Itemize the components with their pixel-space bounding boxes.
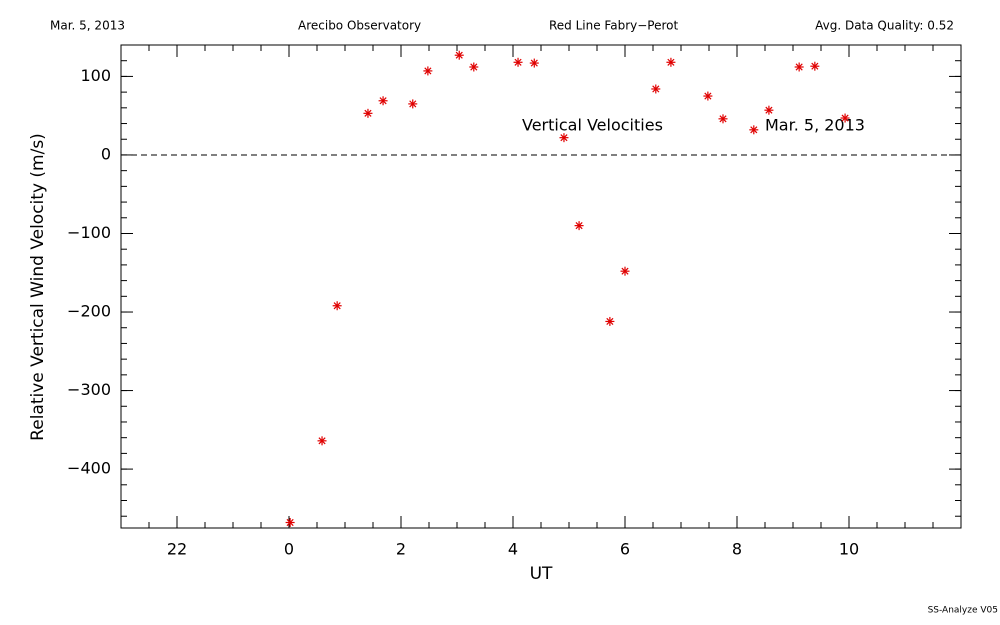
data-point bbox=[620, 266, 630, 276]
y-tick-label: −400 bbox=[67, 459, 111, 478]
x-tick-label: 4 bbox=[508, 540, 518, 559]
asterisk-stroke bbox=[841, 114, 849, 122]
asterisk-stroke bbox=[286, 518, 294, 527]
asterisk-stroke bbox=[560, 134, 568, 142]
y-axis-label: Relative Vertical Wind Velocity (m/s) bbox=[28, 133, 48, 441]
data-point bbox=[559, 133, 569, 143]
data-point bbox=[605, 316, 615, 326]
asterisk-stroke bbox=[455, 51, 463, 59]
y-tick-label: −200 bbox=[67, 302, 111, 321]
asterisk-stroke bbox=[667, 58, 675, 66]
x-tick-label: 2 bbox=[396, 540, 406, 559]
data-point bbox=[363, 108, 373, 118]
asterisk-stroke bbox=[621, 267, 629, 275]
data-point bbox=[703, 91, 713, 101]
x-tick-label: 8 bbox=[732, 540, 742, 559]
x-tick-label: 0 bbox=[284, 540, 294, 559]
data-point bbox=[469, 62, 479, 72]
annotation: Mar. 5, 2013 bbox=[765, 116, 865, 135]
asterisk-stroke bbox=[811, 62, 819, 70]
x-tick-label: 6 bbox=[620, 540, 630, 559]
data-point bbox=[408, 99, 418, 109]
footer: SS-Analyze V05 bbox=[928, 606, 998, 616]
header-site: Arecibo Observatory bbox=[298, 19, 421, 33]
asterisk-stroke bbox=[795, 63, 803, 71]
data-point bbox=[810, 61, 820, 71]
asterisk-stroke bbox=[514, 58, 522, 66]
header-date: Mar. 5, 2013 bbox=[50, 19, 125, 33]
x-tick-label: 10 bbox=[839, 540, 859, 559]
data-point bbox=[332, 301, 342, 311]
asterisk-stroke bbox=[575, 222, 583, 230]
asterisk-stroke bbox=[765, 106, 773, 114]
asterisk-stroke bbox=[333, 302, 341, 310]
x-tick-label: 22 bbox=[167, 540, 187, 559]
data-point bbox=[529, 58, 539, 68]
asterisk-stroke bbox=[379, 97, 387, 105]
asterisk-stroke bbox=[704, 92, 712, 100]
data-point bbox=[651, 84, 661, 94]
asterisk-stroke bbox=[719, 115, 727, 123]
asterisk-stroke bbox=[470, 63, 478, 71]
asterisk-stroke bbox=[652, 85, 660, 93]
header-instrument: Red Line Fabry−Perot bbox=[549, 19, 679, 33]
y-tick-label: 0 bbox=[101, 144, 111, 163]
y-tick-label: −100 bbox=[67, 223, 111, 242]
asterisk-stroke bbox=[530, 59, 538, 67]
asterisk-stroke bbox=[606, 317, 614, 326]
annotation: Vertical Velocities bbox=[522, 116, 663, 135]
asterisk-stroke bbox=[409, 100, 417, 108]
data-point bbox=[454, 50, 464, 60]
asterisk-stroke bbox=[364, 109, 372, 117]
data-point bbox=[378, 96, 388, 106]
data-point bbox=[794, 62, 804, 72]
data-point bbox=[764, 105, 774, 115]
header-quality: Avg. Data Quality: 0.52 bbox=[815, 19, 954, 33]
asterisk-stroke bbox=[424, 67, 432, 75]
data-point bbox=[423, 66, 433, 76]
data-point bbox=[666, 57, 676, 67]
data-point bbox=[749, 125, 759, 135]
asterisk-stroke bbox=[750, 126, 758, 134]
y-tick-label: −300 bbox=[67, 380, 111, 399]
data-point bbox=[317, 436, 327, 446]
data-point bbox=[574, 221, 584, 231]
data-point bbox=[285, 518, 295, 528]
asterisk-stroke bbox=[318, 437, 326, 445]
x-axis-label: UT bbox=[530, 564, 553, 584]
data-point bbox=[840, 113, 850, 123]
y-tick-label: 100 bbox=[80, 66, 111, 85]
data-point bbox=[513, 57, 523, 67]
data-point bbox=[718, 114, 728, 124]
